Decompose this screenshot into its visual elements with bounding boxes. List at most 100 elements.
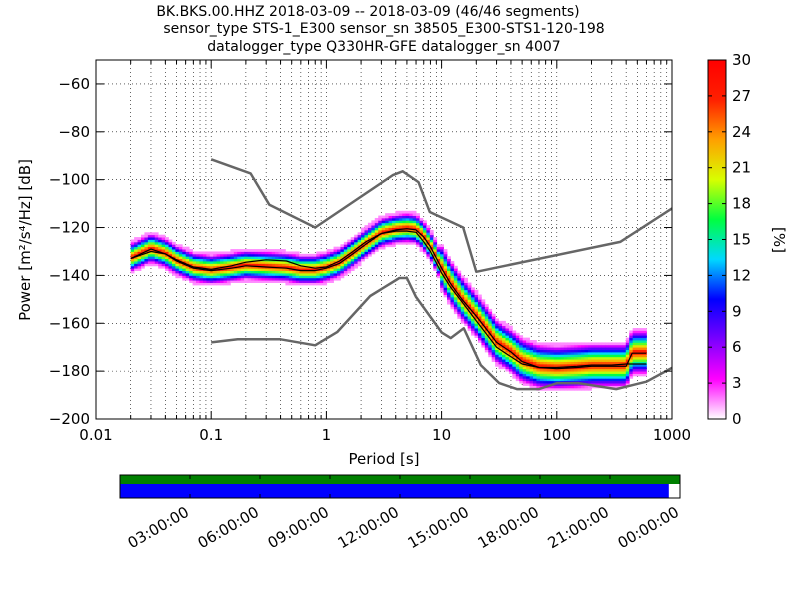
heatmap-cell — [467, 323, 472, 327]
heatmap-cell — [202, 256, 207, 260]
heatmap-cell — [343, 270, 348, 274]
heatmap-cell — [130, 244, 135, 248]
heatmap-cell — [216, 280, 221, 283]
heatmap-cell — [508, 328, 513, 331]
heatmap-cell — [340, 249, 345, 252]
heatmap-cell — [202, 253, 207, 257]
heatmap-cell — [615, 356, 620, 360]
heatmap-cell — [574, 383, 579, 386]
heatmap-cell — [312, 261, 317, 264]
heatmap-cell — [563, 344, 568, 348]
heatmap-cell — [491, 335, 496, 339]
heatmap-cell — [134, 249, 138, 252]
heatmap-cell — [591, 354, 596, 358]
heatmap-cell — [629, 363, 634, 367]
heatmap-cell — [495, 342, 499, 346]
heatmap-cell — [474, 318, 479, 322]
heatmap-cell — [460, 306, 465, 310]
heatmap-cell — [629, 332, 634, 336]
heatmap-cell — [488, 342, 493, 346]
heatmap-cell — [587, 373, 592, 377]
heatmap-cell — [532, 368, 537, 372]
heatmap-cell — [546, 368, 551, 372]
heatmap-cell — [285, 277, 290, 281]
heatmap-cell — [639, 361, 644, 365]
heatmap-cell — [130, 253, 135, 257]
heatmap-cell — [175, 249, 180, 252]
heatmap-cell — [422, 220, 427, 224]
heatmap-cell — [385, 225, 389, 228]
heatmap-cell — [261, 268, 266, 272]
heatmap-cell — [206, 273, 211, 276]
heatmap-cell — [560, 349, 565, 353]
heatmap-cell — [598, 378, 603, 382]
heatmap-cell — [316, 282, 321, 286]
heatmap-cell — [151, 237, 156, 240]
heatmap-cell — [457, 299, 462, 303]
heatmap-cell — [570, 354, 575, 358]
heatmap-cell — [237, 277, 242, 281]
heatmap-cell — [553, 387, 558, 391]
heatmap-cell — [643, 340, 647, 343]
heatmap-cell — [292, 270, 297, 274]
heatmap-cell — [550, 347, 555, 350]
heatmap-cell — [295, 251, 300, 255]
heatmap-cell — [570, 356, 575, 360]
heatmap-cell — [412, 222, 417, 226]
heatmap-cell — [158, 249, 163, 252]
heatmap-cell — [605, 344, 610, 348]
heatmap-cell — [354, 263, 359, 267]
heatmap-cell — [292, 251, 297, 255]
heatmap-cell — [323, 263, 328, 267]
heatmap-cell — [288, 275, 293, 279]
heatmap-cell — [615, 383, 620, 386]
heatmap-cell — [522, 351, 527, 355]
heatmap-cell — [546, 378, 551, 382]
heatmap-cell — [629, 359, 634, 362]
heatmap-cell — [220, 258, 224, 262]
heatmap-cell — [264, 275, 269, 279]
heatmap-cell — [134, 261, 138, 264]
heatmap-cell — [581, 385, 585, 389]
heatmap-cell — [271, 253, 276, 257]
heatmap-cell — [340, 253, 345, 257]
heatmap-cell — [608, 359, 613, 362]
heatmap-cell — [209, 263, 214, 267]
heatmap-cell — [477, 294, 482, 298]
heatmap-cell — [223, 261, 228, 264]
heatmap-cell — [498, 325, 503, 329]
heatmap-cell — [526, 349, 530, 353]
heatmap-cell — [196, 251, 200, 255]
heatmap-cell — [213, 256, 218, 260]
heatmap-cell — [299, 282, 304, 286]
heatmap-cell — [601, 356, 606, 360]
heatmap-cell — [202, 263, 207, 267]
heatmap-cell — [491, 340, 496, 343]
heatmap-cell — [639, 356, 644, 360]
heatmap-cell — [464, 289, 469, 293]
heatmap-cell — [306, 282, 310, 286]
heatmap-cell — [443, 292, 448, 295]
heatmap-cell — [254, 261, 259, 264]
heatmap-cell — [481, 313, 486, 317]
heatmap-cell — [168, 265, 173, 269]
heatmap-cell — [529, 366, 534, 370]
heatmap-cell — [471, 304, 475, 307]
heatmap-cell — [570, 368, 575, 372]
heatmap-cell — [319, 251, 324, 255]
heatmap-cell — [632, 337, 637, 341]
heatmap-cell — [502, 354, 506, 358]
heatmap-cell — [230, 265, 235, 269]
heatmap-cell — [632, 359, 637, 362]
heatmap-cell — [371, 225, 376, 228]
heatmap-cell — [202, 251, 207, 255]
heatmap-cell — [526, 366, 530, 370]
heatmap-cell — [261, 251, 266, 255]
heatmap-cell — [436, 263, 441, 267]
heatmap-cell — [436, 246, 441, 250]
heatmap-cell — [374, 227, 379, 231]
heatmap-cell — [536, 375, 541, 379]
heatmap-cell — [429, 239, 434, 243]
heatmap-cell — [271, 280, 276, 283]
heatmap-cell — [601, 373, 606, 377]
